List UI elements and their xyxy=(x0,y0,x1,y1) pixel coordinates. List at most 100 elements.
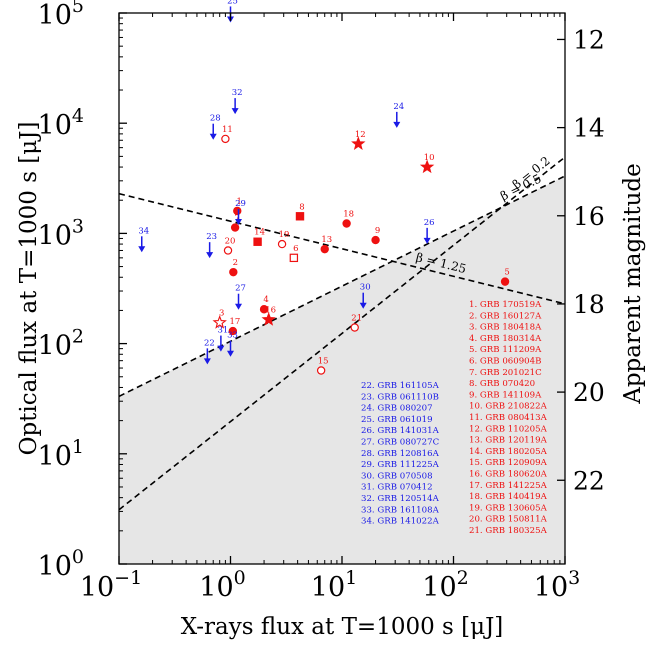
y-tick-label: 105 xyxy=(38,0,84,31)
upper-limit-label-31: 31 xyxy=(217,326,228,336)
beta-line-0 xyxy=(119,192,565,305)
x-tick-label: 100 xyxy=(199,567,245,603)
upper-limit-arrow-28 xyxy=(209,133,217,140)
detection-legend-entry: 3. GRB 180418A xyxy=(469,323,542,333)
upper-limit-arrow-32 xyxy=(231,108,239,115)
detection-legend-entry: 8. GRB 070420 xyxy=(469,379,535,389)
detection-label-11: 11 xyxy=(222,125,233,135)
detection-point-20 xyxy=(223,246,233,255)
detection-legend-entry: 1. GRB 170519A xyxy=(469,300,542,310)
upper-limit-legend-entry: 32. GRB 120514A xyxy=(361,494,440,504)
upper-limit-label-30: 30 xyxy=(360,283,371,293)
detection-legend-entry: 7. GRB 201021C xyxy=(469,368,542,378)
y-tick-label: 100 xyxy=(38,546,84,582)
detection-label-12: 12 xyxy=(355,130,366,140)
beta-line-2 xyxy=(119,156,565,511)
detection-point-6 xyxy=(289,253,299,263)
detection-label-7: 7 xyxy=(234,214,239,224)
upper-limit-label-27: 27 xyxy=(235,284,246,294)
magnitude-tick-label: 20 xyxy=(573,378,605,407)
upper-limit-arrow-24 xyxy=(393,121,401,128)
magnitude-tick-label: 14 xyxy=(573,114,605,143)
detection-legend-entry: 11. GRB 080413A xyxy=(469,413,548,423)
detection-point-14 xyxy=(253,237,262,246)
detection-point-21 xyxy=(350,323,359,332)
upper-limit-legend-entry: 25. GRB 061019 xyxy=(361,415,433,425)
detection-point-4 xyxy=(259,305,269,314)
detection-legend-entry: 17. GRB 141225A xyxy=(469,481,548,491)
upper-limit-arrow-29 xyxy=(235,218,243,225)
detection-point-2 xyxy=(229,267,238,277)
upper-limit-legend-entry: 34. GRB 141022A xyxy=(361,517,440,527)
detection-point-5 xyxy=(500,277,510,286)
detection-label-6: 6 xyxy=(293,244,298,254)
magnitude-tick-label: 22 xyxy=(573,466,605,495)
detection-label-4: 4 xyxy=(263,295,268,305)
upper-limit-label-32: 32 xyxy=(232,88,243,98)
upper-limit-label-28: 28 xyxy=(210,114,221,124)
detection-legend-entry: 12. GRB 110205A xyxy=(469,424,548,434)
axes: β = 1.25β = 0.5β = 0.210−1 100 101 102 10310… xyxy=(16,0,646,640)
detection-point-13 xyxy=(320,244,329,254)
detection-legend-entry: 13. GRB 120119A xyxy=(469,436,548,446)
upper-limit-label-34: 34 xyxy=(138,226,149,236)
detection-label-5: 5 xyxy=(504,268,509,278)
detection-point-19 xyxy=(277,239,287,249)
detection-point-7 xyxy=(230,223,240,232)
detection-label-13: 13 xyxy=(321,235,332,245)
y2-axis-title: Apparent magnitude xyxy=(620,163,646,405)
y-tick-label: 102 xyxy=(38,326,84,362)
upper-limit-arrow-30 xyxy=(359,302,367,309)
detection-legend-entry: 14. GRB 180205A xyxy=(469,447,548,457)
detection-legend-entry: 6. GRB 060904B xyxy=(469,357,541,367)
detection-label-8: 8 xyxy=(299,202,304,212)
detection-label-9: 9 xyxy=(375,226,380,236)
y-tick-label: 103 xyxy=(38,215,84,251)
x-tick-label: 103 xyxy=(534,567,580,603)
detection-label-19: 19 xyxy=(279,230,290,240)
x-axis-title: X-rays flux at T=1000 s [μJ] xyxy=(181,614,504,640)
upper-limit-arrow-22 xyxy=(203,358,211,365)
detection-label-18: 18 xyxy=(343,209,354,219)
detection-point-3 xyxy=(212,315,227,329)
magnitude-tick-label: 16 xyxy=(573,202,605,231)
upper-limit-arrow-33 xyxy=(227,350,234,357)
upper-limit-arrow-31 xyxy=(217,345,225,352)
upper-limit-arrow-27 xyxy=(235,303,243,310)
upper-limit-legend-entry: 31. GRB 070412 xyxy=(361,483,433,493)
beta-lines xyxy=(119,156,565,511)
detection-point-10 xyxy=(419,159,435,174)
shaded-region-fill xyxy=(119,175,565,564)
magnitude-tick-label: 18 xyxy=(573,290,605,319)
detection-point-16 xyxy=(261,312,276,326)
detection-point-18 xyxy=(342,219,351,228)
detection-legend-entry: 21. GRB 180325A xyxy=(469,526,548,536)
detection-point-15 xyxy=(316,366,326,375)
upper-limit-label-22: 22 xyxy=(204,338,215,348)
detection-label-1: 1 xyxy=(237,197,242,207)
upper-limit-arrow-23 xyxy=(206,252,214,259)
shaded-region xyxy=(119,175,565,564)
upper-limit-label-24: 24 xyxy=(393,102,404,112)
upper-limit-legend-entry: 33. GRB 161108A xyxy=(361,505,440,515)
detection-legend-entry: 20. GRB 150811A xyxy=(469,515,548,525)
upper-limit-label-26: 26 xyxy=(424,218,435,228)
upper-limit-label-33: 33 xyxy=(227,331,238,341)
magnitude-tick-label: 12 xyxy=(573,25,605,54)
detection-label-15: 15 xyxy=(318,357,329,367)
detection-legend-entry: 16. GRB 180620A xyxy=(469,470,548,480)
upper-limit-legend-entry: 26. GRB 141031A xyxy=(361,426,440,436)
detection-label-3: 3 xyxy=(219,309,224,319)
detection-label-16: 16 xyxy=(265,306,276,316)
detection-legend-entry: 19. GRB 130605A xyxy=(469,503,548,513)
upper-limit-legend-entry: 24. GRB 080207 xyxy=(361,404,433,414)
detection-label-20: 20 xyxy=(225,236,236,246)
x-tick-label: 10−1 xyxy=(80,567,142,603)
detection-legend-entry: 10. GRB 210822A xyxy=(469,402,548,412)
detection-legend-entry: 15. GRB 120909A xyxy=(469,458,548,468)
detection-legend-entry: 5. GRB 111209A xyxy=(469,345,542,355)
detection-legend-entry: 9. GRB 141109A xyxy=(469,390,542,400)
